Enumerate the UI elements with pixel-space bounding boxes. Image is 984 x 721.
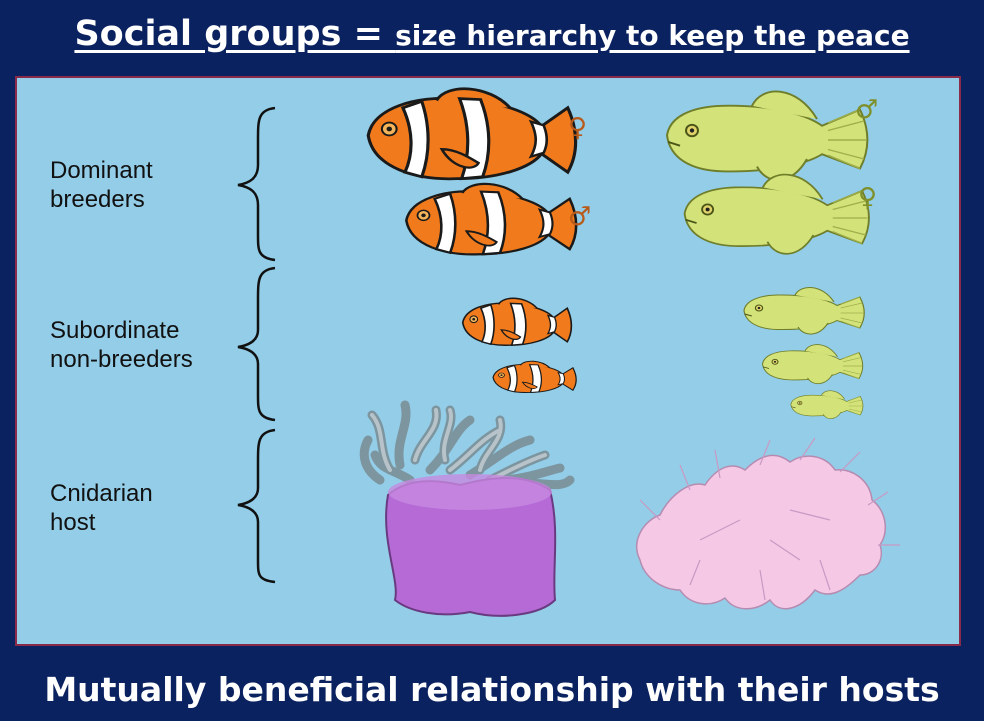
brace-subordinate (237, 266, 276, 422)
label-line: Cnidarian (50, 480, 153, 507)
goby-medium (683, 173, 870, 255)
goby-large (666, 90, 869, 182)
clownfish-large (366, 87, 578, 181)
label-line: non-breeders (50, 346, 193, 373)
label-subordinate-nonbreeders: Subordinate non-breeders (50, 316, 193, 374)
clownfish-medium (405, 182, 578, 256)
goby-smallest (790, 390, 864, 419)
clownfish-smallest (492, 360, 577, 394)
goby-smaller (762, 344, 864, 385)
male-symbol: ♂ (568, 202, 591, 232)
label-dominant-breeders: Dominant breeders (50, 156, 153, 214)
label-line: Dominant (50, 157, 153, 184)
male-symbol: ♂ (855, 95, 878, 125)
page-title: Social groups = size hierarchy to keep t… (0, 14, 984, 54)
footer-caption: Mutually beneficial relationship with th… (44, 670, 940, 709)
title-part2: size hierarchy to keep the peace (395, 19, 910, 52)
label-line: Subordinate (50, 317, 180, 344)
coral-host (636, 437, 900, 610)
female-symbol: ♀ (858, 183, 877, 213)
sea-anemone (359, 400, 575, 617)
brace-dominant (237, 106, 276, 262)
brace-cnidarian (237, 428, 276, 584)
clownfish-small (461, 297, 573, 347)
female-symbol: ♀ (568, 113, 587, 143)
label-cnidarian-host: Cnidarian host (50, 479, 153, 537)
label-line: breeders (50, 186, 145, 213)
title-part1: Social groups = (74, 14, 396, 54)
label-line: host (50, 509, 96, 536)
goby-small (743, 286, 865, 335)
